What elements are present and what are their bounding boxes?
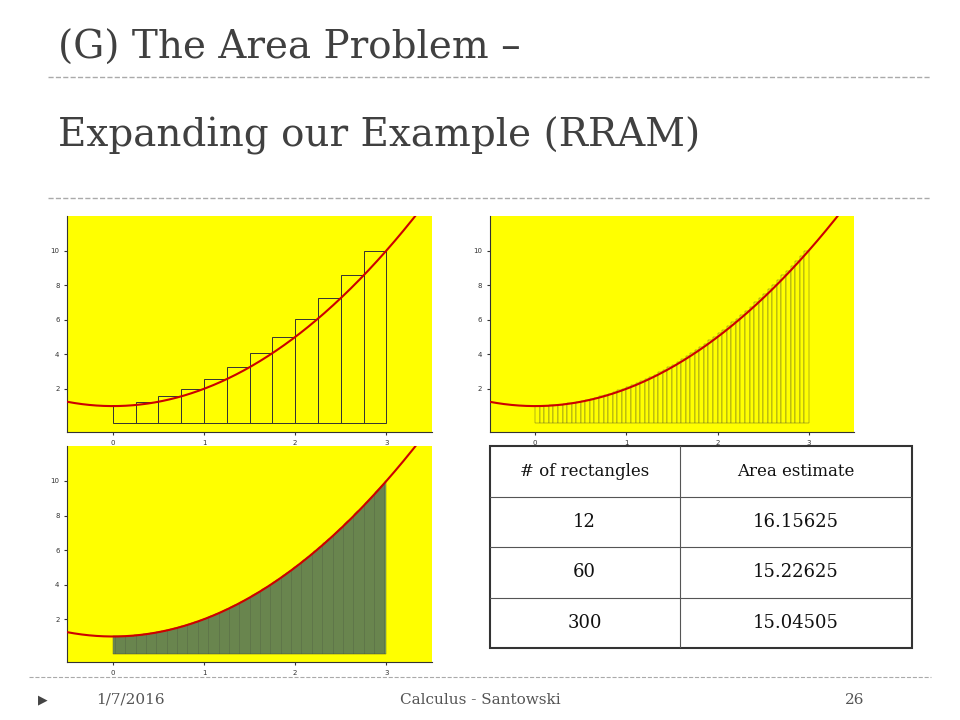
- Bar: [631, 385, 636, 423]
- Bar: [540, 406, 544, 423]
- Text: Calculus - Santowski: Calculus - Santowski: [399, 693, 561, 707]
- Bar: [609, 394, 612, 423]
- Bar: [649, 377, 654, 423]
- Text: 15.22625: 15.22625: [753, 563, 839, 582]
- Bar: [699, 347, 704, 423]
- Bar: [622, 389, 626, 423]
- Bar: [273, 337, 296, 423]
- Bar: [791, 266, 795, 423]
- Bar: [636, 383, 640, 423]
- Bar: [612, 392, 617, 423]
- Bar: [800, 256, 804, 423]
- Bar: [781, 276, 786, 423]
- Bar: [708, 341, 713, 423]
- Bar: [672, 364, 677, 423]
- Text: Expanding our Example (RRAM): Expanding our Example (RRAM): [58, 117, 700, 156]
- Bar: [777, 280, 781, 423]
- Bar: [181, 389, 204, 423]
- Bar: [158, 396, 181, 423]
- Bar: [544, 405, 549, 423]
- Text: ▶: ▶: [38, 693, 48, 706]
- Text: 1/7/2016: 1/7/2016: [96, 693, 164, 707]
- Bar: [682, 359, 685, 423]
- Bar: [727, 326, 732, 423]
- Bar: [740, 315, 745, 423]
- Text: Area estimate: Area estimate: [737, 463, 854, 480]
- Bar: [599, 396, 604, 423]
- Bar: [654, 374, 659, 423]
- Bar: [662, 370, 667, 423]
- Bar: [750, 307, 754, 423]
- Bar: [763, 294, 768, 423]
- Bar: [718, 333, 722, 423]
- Bar: [204, 379, 227, 423]
- Bar: [558, 405, 563, 423]
- Bar: [786, 271, 790, 423]
- Bar: [659, 372, 663, 423]
- Bar: [113, 405, 135, 423]
- Bar: [227, 367, 250, 423]
- Bar: [768, 289, 772, 423]
- Bar: [581, 401, 586, 423]
- Text: 16.15625: 16.15625: [753, 513, 839, 531]
- Bar: [576, 402, 581, 423]
- Bar: [640, 381, 645, 423]
- Bar: [594, 397, 599, 423]
- Bar: [732, 323, 735, 423]
- Bar: [677, 362, 682, 423]
- Bar: [549, 405, 553, 423]
- Bar: [795, 261, 800, 423]
- Bar: [572, 402, 576, 423]
- Bar: [755, 302, 758, 423]
- Bar: [553, 405, 558, 423]
- Text: 300: 300: [567, 613, 602, 632]
- Bar: [772, 284, 777, 423]
- Bar: [250, 354, 273, 423]
- Bar: [617, 390, 622, 423]
- Text: 26: 26: [845, 693, 864, 707]
- Bar: [364, 251, 386, 423]
- Bar: [690, 354, 695, 423]
- Bar: [567, 403, 571, 423]
- Bar: [536, 406, 540, 423]
- Bar: [695, 350, 699, 423]
- Bar: [135, 402, 158, 423]
- Bar: [704, 343, 708, 423]
- Bar: [804, 251, 808, 423]
- Bar: [318, 298, 341, 423]
- Bar: [627, 387, 631, 423]
- Text: 60: 60: [573, 563, 596, 582]
- Bar: [713, 337, 718, 423]
- Text: # of rectangles: # of rectangles: [520, 463, 649, 480]
- Bar: [586, 400, 589, 423]
- Bar: [604, 395, 609, 423]
- Bar: [745, 310, 750, 423]
- Bar: [296, 318, 318, 423]
- Bar: [667, 367, 672, 423]
- Bar: [341, 276, 364, 423]
- Text: 15.04505: 15.04505: [753, 613, 839, 632]
- Bar: [589, 399, 594, 423]
- Bar: [722, 330, 727, 423]
- Bar: [563, 404, 567, 423]
- Bar: [758, 298, 763, 423]
- Bar: [685, 356, 690, 423]
- Bar: [736, 318, 740, 423]
- Bar: [645, 379, 649, 423]
- Text: (G) The Area Problem –: (G) The Area Problem –: [58, 30, 520, 67]
- Text: 12: 12: [573, 513, 596, 531]
